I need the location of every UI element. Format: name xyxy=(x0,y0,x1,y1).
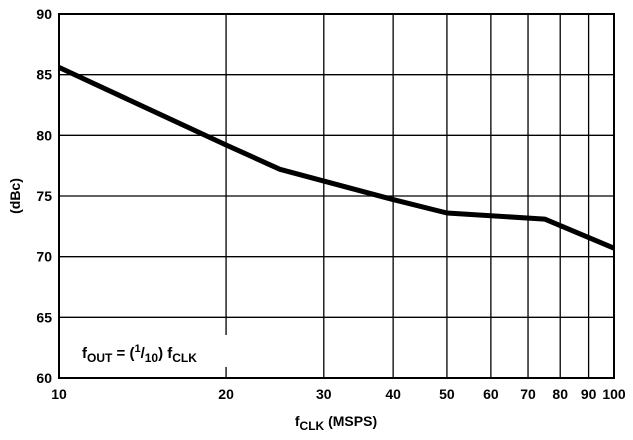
annotation-eq: = ( xyxy=(112,345,134,362)
annotation-slash: / xyxy=(141,345,146,362)
annotation-den-sub: 10 xyxy=(145,351,159,365)
annotation-num-sup: 1 xyxy=(134,343,140,355)
x-tick-label: 10 xyxy=(51,386,67,402)
x-tick-label: 20 xyxy=(218,386,234,402)
x-tick-label: 70 xyxy=(520,386,536,402)
series-line xyxy=(57,65,615,251)
x-tick-label: 60 xyxy=(483,386,499,402)
y-tick-label: 80 xyxy=(36,127,52,143)
annotation-clk-sub: CLK xyxy=(172,351,197,365)
x-tick-label: 80 xyxy=(552,386,568,402)
y-tick-label: 70 xyxy=(36,249,52,265)
annotation: fOUT = (1/10) fCLK xyxy=(82,343,197,365)
x-tick-labels: 10 20 30 40 50 60 70 80 90 100 xyxy=(51,386,626,402)
x-axis-title: fCLK (MSPS) xyxy=(295,413,377,433)
annotation-close: ) f xyxy=(158,345,173,362)
annotation-f: f xyxy=(82,345,88,362)
y-tick-label: 85 xyxy=(36,67,52,83)
y-tick-label: 65 xyxy=(36,309,52,325)
y-tick-label: 75 xyxy=(36,188,52,204)
y-axis-title: (dBc) xyxy=(7,178,23,214)
y-tick-labels: 60 65 70 75 80 85 90 xyxy=(36,6,52,386)
x-axis-title-sub: CLK xyxy=(300,419,325,433)
x-tick-label: 100 xyxy=(602,386,626,402)
x-tick-label: 50 xyxy=(439,386,455,402)
x-tick-label: 40 xyxy=(385,386,401,402)
y-tick-label: 90 xyxy=(36,6,52,22)
x-axis-title-rest: (MSPS) xyxy=(324,413,377,429)
annotation-out-sub: OUT xyxy=(87,351,113,365)
annotation-background xyxy=(74,335,258,367)
x-tick-label: 90 xyxy=(581,386,597,402)
x-tick-label: 30 xyxy=(316,386,332,402)
y-tick-label: 60 xyxy=(36,370,52,386)
plot-frame xyxy=(58,13,615,379)
x-axis-title-main: f xyxy=(295,413,300,429)
grid xyxy=(58,13,615,379)
